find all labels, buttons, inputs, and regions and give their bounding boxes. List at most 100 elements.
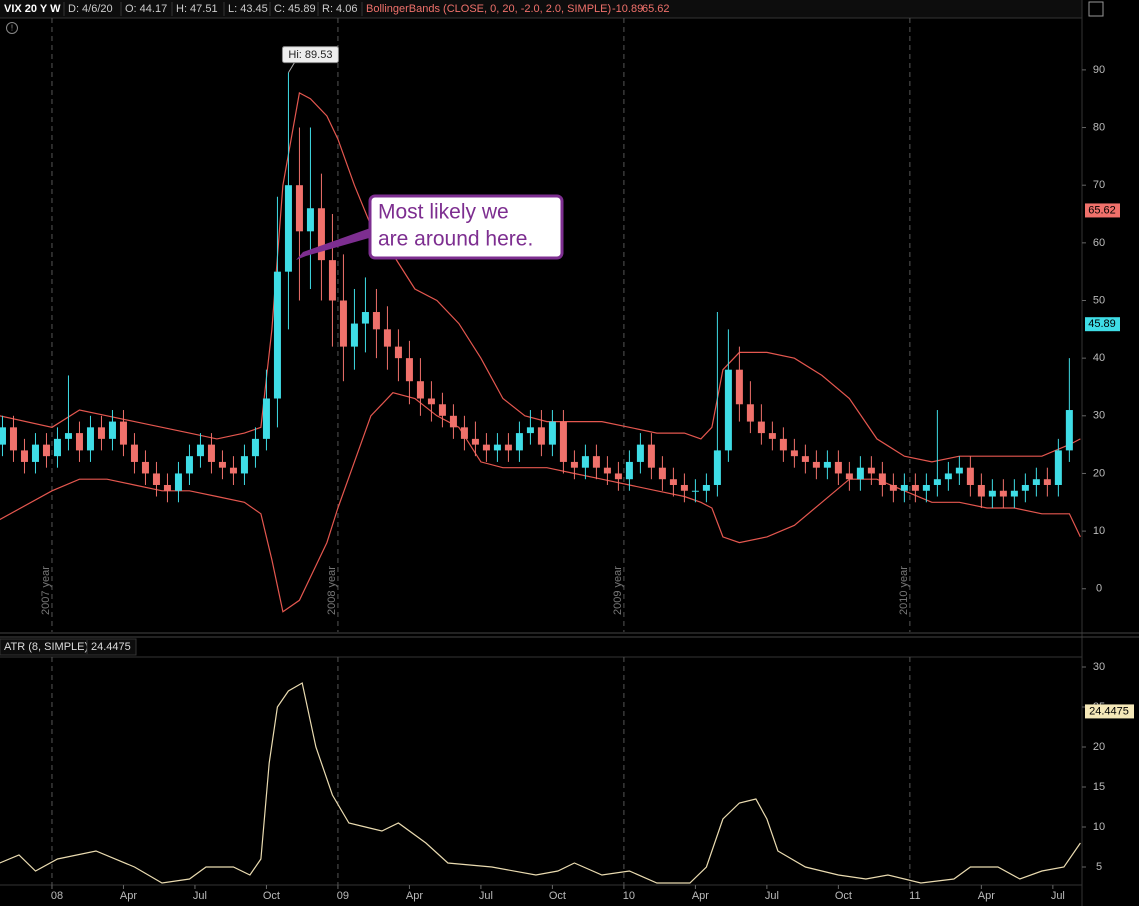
candle-body (526, 427, 534, 434)
header-items: D: 4/6/20 O: 44.17 H: 47.51 L: 43.45 C: 45.8… (63, 2, 363, 16)
x-tick-label: Apr (978, 890, 995, 902)
candle-body (922, 484, 930, 491)
candle-body (174, 473, 182, 491)
candle-body (1065, 410, 1073, 451)
y-tick-label: 20 (1093, 741, 1105, 753)
x-tick-label: Jul (765, 890, 779, 902)
candle-body (207, 444, 215, 462)
candle-body (724, 369, 732, 451)
candle-body (856, 467, 864, 480)
candle-body (240, 456, 248, 474)
candle-body (427, 398, 435, 405)
x-tick-label: Oct (263, 890, 280, 902)
candle-body (559, 421, 567, 462)
marks: Hi: 89.53 (0, 46, 1081, 884)
candle-body (97, 427, 105, 439)
candle-body (537, 427, 545, 445)
candle-body (933, 479, 941, 485)
candle-body (713, 450, 721, 485)
candle-body (812, 461, 820, 468)
y-tick-label: 80 (1093, 121, 1105, 133)
candle-body (339, 300, 347, 347)
candle-body (438, 404, 446, 416)
y-tick-label: 5 (1096, 861, 1102, 873)
candle-body (361, 312, 369, 324)
header-item: R: 4.06 (322, 3, 357, 15)
candle-body (1054, 450, 1062, 485)
header-item: C: 45.89 (274, 3, 316, 15)
candle-body (383, 329, 391, 347)
price-marker-label: 65.62 (1088, 204, 1116, 216)
callout-text: Most likely we (378, 201, 509, 224)
candle-body (504, 444, 512, 451)
candle-body (845, 473, 853, 480)
header-item: L: 43.45 (228, 3, 268, 15)
candle-body (779, 438, 787, 451)
candle-body (185, 456, 193, 474)
candle-body (130, 444, 138, 462)
x-tick-label: Oct (549, 890, 566, 902)
candle-body (64, 433, 72, 439)
x-tick-label: 10 (623, 890, 635, 902)
candle-body (1032, 479, 1040, 485)
candle-body (911, 484, 919, 491)
candle-body (262, 398, 270, 439)
price-marker (1085, 317, 1120, 332)
candle-body (416, 381, 424, 399)
y-tick-label: 40 (1093, 352, 1105, 364)
candle-body (460, 427, 468, 439)
y-tick-label: 30 (1093, 410, 1105, 422)
candle-body (449, 415, 457, 428)
candle-body (680, 484, 688, 491)
candle-body (548, 421, 556, 445)
candle-body (625, 461, 633, 480)
candle-body (306, 208, 314, 232)
y-tick-label: 10 (1093, 525, 1105, 537)
high-label-box (281, 46, 339, 64)
candle-body (878, 473, 886, 485)
last-value-label: 24.4475 (1089, 705, 1129, 717)
candle-body (746, 404, 754, 422)
candle-body (1021, 484, 1029, 491)
study-label: BollingerBands (CLOSE, 0, 20, -2.0, 2.0,… (366, 3, 611, 15)
candle-body (163, 484, 171, 491)
header-item: O: 44.17 (125, 3, 167, 15)
candle-body (372, 312, 380, 330)
y-tick-label: 20 (1093, 467, 1105, 479)
candle-body (966, 467, 974, 485)
candle-body (119, 421, 127, 445)
x-tick-label: 2007 year (40, 566, 52, 615)
high-label: Hi: 89.53 (288, 49, 332, 61)
candle-body (295, 185, 303, 232)
candle-body (405, 358, 413, 382)
atr-last-value: 24.4475 (91, 641, 131, 653)
candle-body (1010, 490, 1018, 497)
x-tick-label: Jul (193, 890, 207, 902)
candle-body (251, 438, 259, 457)
candle-body (999, 490, 1007, 497)
candle-body (658, 467, 666, 480)
candle-body (1043, 479, 1051, 485)
atr-header (0, 638, 137, 656)
candle-body (669, 479, 677, 485)
candle-body (482, 444, 490, 451)
x-tick-label: 2009 year (612, 566, 624, 615)
candle-body (889, 484, 897, 491)
x-tick-label: 2008 year (326, 566, 338, 615)
y-tick-label: 0 (1096, 583, 1102, 595)
x-tick-label: Apr (692, 890, 709, 902)
candle-body (284, 185, 292, 272)
alert-icon[interactable] (6, 22, 18, 34)
high-pointer (288, 62, 295, 73)
x-tick-label: 2010 year (898, 566, 910, 615)
grid (51, 18, 911, 885)
candle-body (702, 484, 710, 491)
settings-icon[interactable] (1088, 1, 1104, 17)
last-value-marker (1085, 704, 1134, 719)
candle-body (757, 421, 765, 434)
candle-body (317, 208, 325, 261)
